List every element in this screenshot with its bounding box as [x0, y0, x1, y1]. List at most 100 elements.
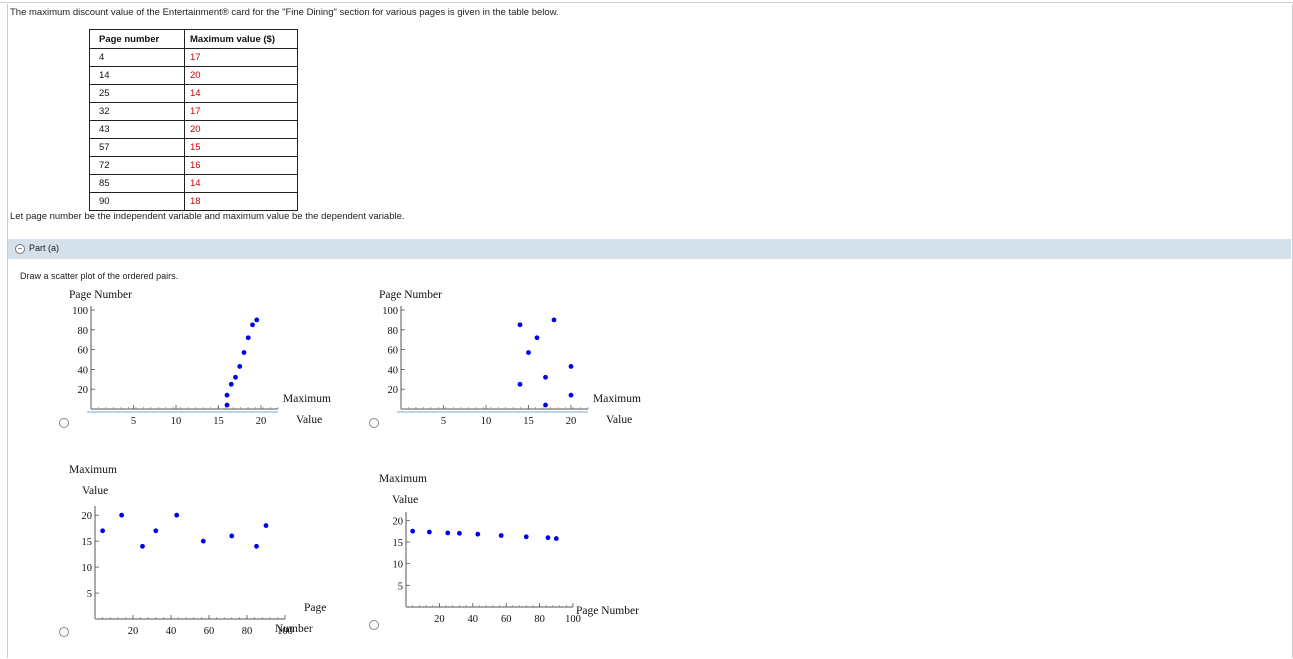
data-point [543, 374, 548, 380]
y-axis-label: Page Number [69, 289, 132, 301]
data-point [237, 364, 243, 369]
scatter-panel-2: 5 10 15 20 20 40 60 80 100 Page Number Maximum Valu… [379, 289, 641, 427]
part-label: Part (a) [29, 243, 60, 253]
x-tick-label: 60 [204, 626, 215, 637]
data-point [153, 528, 159, 534]
data-point [553, 536, 559, 541]
radio-option-a[interactable] [59, 418, 69, 428]
radio-option-c[interactable] [59, 627, 69, 637]
top-rule [0, 2, 1293, 3]
y-axis-label: Page Number [379, 289, 442, 301]
y-tick-label: 100 [72, 306, 88, 317]
data-point [263, 523, 269, 528]
x-axis-label: Maximum [283, 393, 331, 405]
x-tick-label: 40 [166, 626, 177, 637]
table-row: 85 14 [89, 174, 298, 193]
y-tick-label: 10 [82, 563, 93, 574]
data-point [224, 402, 230, 408]
data-point [517, 381, 523, 387]
x-axis-label: Maximum [593, 393, 641, 405]
part-header-bar[interactable]: − Part (a) [8, 239, 1291, 259]
y-axis-label: Value [392, 494, 418, 506]
y-tick-label: 60 [388, 346, 399, 357]
variable-instruction: Let page number be the independent varia… [10, 211, 405, 222]
data-point [224, 392, 230, 398]
table-row: 14 20 [89, 66, 298, 85]
max-value-cell: 18 [184, 192, 298, 211]
data-point [543, 402, 548, 408]
x-axis-label: Value [606, 414, 632, 426]
data-point [410, 528, 416, 534]
table-row: 4 17 [89, 48, 298, 67]
x-tick-label: 20 [434, 614, 445, 625]
y-tick-label: 20 [78, 385, 89, 396]
x-tick-label: 20 [256, 416, 267, 427]
y-tick-label: 80 [78, 326, 89, 337]
data-point [426, 529, 432, 535]
x-tick-label: 100 [565, 614, 581, 625]
x-tick-label: 20 [128, 626, 139, 637]
y-tick-label: 60 [78, 346, 89, 357]
minus-circle-icon[interactable]: − [15, 244, 25, 254]
x-tick-label: 80 [242, 626, 253, 637]
data-point [119, 512, 124, 518]
data-point [254, 543, 259, 549]
y-tick-label: 100 [382, 306, 398, 317]
data-point [241, 350, 247, 355]
scatter-panel-3: 20 40 60 80 100 5 10 15 20 Maximum Value Page Number [69, 464, 326, 637]
data-point [498, 533, 504, 538]
y-axis-label: Maximum [69, 464, 117, 476]
data-point [233, 374, 238, 380]
y-axis-label: Maximum [379, 473, 427, 485]
y-tick-label: 15 [393, 538, 404, 549]
x-tick-label: 20 [566, 416, 577, 427]
table-row: 90 18 [89, 192, 298, 211]
data-point [245, 335, 251, 341]
data-point [523, 534, 529, 540]
data-point [140, 543, 145, 549]
y-tick-label: 40 [78, 365, 89, 376]
x-tick-label: 15 [213, 416, 224, 427]
y-tick-label: 40 [388, 365, 399, 376]
data-point [551, 317, 557, 323]
y-tick-label: 10 [393, 560, 404, 571]
x-axis-label: Value [296, 414, 322, 426]
data-point [174, 512, 180, 518]
y-tick-label: 5 [87, 589, 92, 600]
data-point [445, 530, 451, 536]
x-tick-label: 40 [468, 614, 479, 625]
x-tick-label: 5 [131, 416, 136, 427]
x-tick-label: 80 [534, 614, 545, 625]
x-tick-label: 10 [481, 416, 492, 427]
data-point [568, 364, 574, 369]
data-point [229, 533, 235, 539]
x-tick-label: 10 [171, 416, 182, 427]
y-tick-label: 20 [393, 516, 404, 527]
data-point [254, 317, 260, 323]
data-point [250, 322, 255, 328]
y-tick-label: 20 [82, 511, 93, 522]
scatter-panel-4: 20 40 60 80 100 5 10 15 20 Maximum Value Page Numbe… [379, 473, 639, 625]
data-point [475, 531, 481, 537]
x-tick-label: 100 [277, 626, 293, 637]
x-axis-label: Number [275, 623, 313, 635]
radio-option-b[interactable] [369, 418, 379, 428]
radio-option-d[interactable] [369, 620, 379, 630]
y-tick-label: 5 [398, 581, 403, 592]
data-point [534, 335, 540, 341]
part-instruction: Draw a scatter plot of the ordered pairs… [20, 271, 179, 281]
scatter-panel-1: 5 10 15 20 20 40 60 80 100 Page Number Maximum Valu… [69, 289, 331, 427]
x-axis-label: Page [304, 602, 326, 614]
data-point [200, 538, 206, 544]
data-point [228, 381, 234, 387]
table-row: 25 14 [89, 84, 298, 103]
data-point [517, 322, 523, 328]
table-row: 57 15 [89, 138, 298, 157]
question-intro: The maximum discount value of the Entert… [10, 7, 559, 18]
x-axis-label: Page Number [576, 605, 639, 617]
x-tick-label: 5 [441, 416, 446, 427]
data-point [457, 530, 462, 536]
x-tick-label: 15 [523, 416, 534, 427]
data-point [545, 535, 551, 541]
